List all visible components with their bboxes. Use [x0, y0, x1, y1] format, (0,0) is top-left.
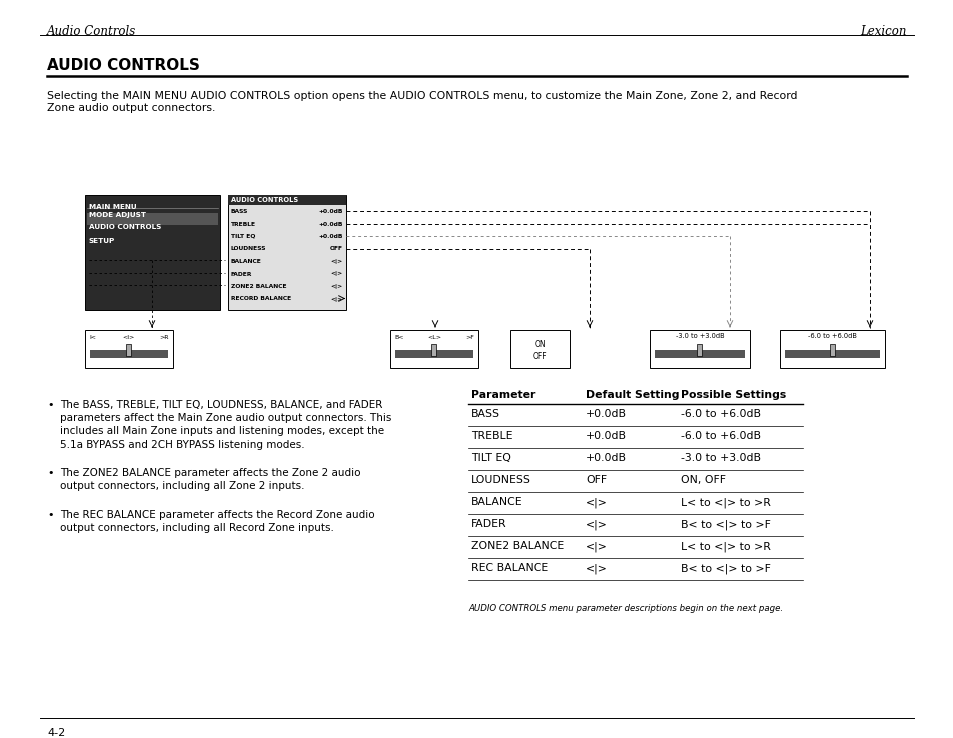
Text: LOUDNESS: LOUDNESS	[231, 246, 266, 252]
Text: ZONE2 BALANCE: ZONE2 BALANCE	[231, 284, 286, 289]
Bar	[431, 344, 436, 356]
Text: L< to <|> to >R: L< to <|> to >R	[680, 497, 770, 508]
Bar	[390, 330, 477, 368]
Text: +0.0dB: +0.0dB	[318, 209, 343, 214]
Text: BALANCE: BALANCE	[231, 259, 262, 264]
Text: <|>: <|>	[585, 541, 607, 551]
Text: AUDIO CONTROLS: AUDIO CONTROLS	[89, 224, 161, 230]
Bar	[85, 195, 220, 310]
Text: B<: B<	[394, 335, 403, 340]
Text: Selecting the MAIN MENU AUDIO CONTROLS option opens the AUDIO CONTROLS menu, to : Selecting the MAIN MENU AUDIO CONTROLS o…	[47, 91, 797, 113]
Text: The ZONE2 BALANCE parameter affects the Zone 2 audio
output connectors, includin: The ZONE2 BALANCE parameter affects the …	[60, 468, 360, 492]
Bar	[395, 350, 473, 358]
Text: BASS: BASS	[471, 409, 499, 419]
Text: -3.0 to +3.0dB: -3.0 to +3.0dB	[680, 453, 760, 463]
Text: B< to <|> to >F: B< to <|> to >F	[680, 519, 770, 529]
Text: <|>: <|>	[331, 297, 343, 302]
Bar	[228, 195, 346, 310]
Text: <l>: <l>	[123, 335, 135, 340]
Text: -6.0 to +6.0dB: -6.0 to +6.0dB	[680, 409, 760, 419]
Text: OFF: OFF	[585, 475, 606, 485]
Text: TREBLE: TREBLE	[231, 221, 255, 227]
Text: •: •	[47, 400, 53, 410]
Text: -6.0 to +6.0dB: -6.0 to +6.0dB	[807, 333, 856, 339]
Bar	[228, 195, 346, 205]
Text: MODE ADJUST: MODE ADJUST	[89, 212, 146, 218]
Text: BASS: BASS	[231, 209, 248, 214]
Text: B< to <|> to >F: B< to <|> to >F	[680, 563, 770, 573]
Bar	[655, 350, 744, 358]
Text: MAIN MENU: MAIN MENU	[89, 204, 136, 210]
Text: OFF: OFF	[330, 246, 343, 252]
Text: AUDIO CONTROLS menu parameter descriptions begin on the next page.: AUDIO CONTROLS menu parameter descriptio…	[468, 604, 782, 613]
Text: >F: >F	[465, 335, 474, 340]
Text: FADER: FADER	[231, 272, 253, 277]
Bar	[510, 330, 569, 368]
Text: Parameter: Parameter	[471, 390, 535, 400]
Bar	[85, 330, 172, 368]
Text: The REC BALANCE parameter affects the Record Zone audio
output connectors, inclu: The REC BALANCE parameter affects the Re…	[60, 510, 375, 533]
Text: ZONE2 BALANCE: ZONE2 BALANCE	[471, 541, 563, 551]
Text: ON, OFF: ON, OFF	[680, 475, 725, 485]
Text: TILT EQ: TILT EQ	[471, 453, 511, 463]
Text: +0.0dB: +0.0dB	[585, 453, 626, 463]
Text: REC BALANCE: REC BALANCE	[471, 563, 548, 573]
Text: The BASS, TREBLE, TILT EQ, LOUDNESS, BALANCE, and FADER
parameters affect the Ma: The BASS, TREBLE, TILT EQ, LOUDNESS, BAL…	[60, 400, 391, 449]
Bar	[829, 344, 834, 356]
Text: l<: l<	[89, 335, 96, 340]
Text: •: •	[47, 510, 53, 520]
Text: +0.0dB: +0.0dB	[585, 409, 626, 419]
Text: Default Setting: Default Setting	[585, 390, 679, 400]
Text: Possible Settings: Possible Settings	[680, 390, 785, 400]
Text: <|>: <|>	[585, 519, 607, 529]
Text: +0.0dB: +0.0dB	[318, 221, 343, 227]
Text: >R: >R	[159, 335, 169, 340]
Bar	[697, 344, 701, 356]
Text: TREBLE: TREBLE	[471, 431, 512, 441]
Text: OFF: OFF	[532, 352, 547, 361]
Text: SETUP: SETUP	[89, 238, 115, 244]
Bar	[90, 350, 168, 358]
Bar	[127, 344, 132, 356]
Text: -3.0 to +3.0dB: -3.0 to +3.0dB	[675, 333, 723, 339]
Text: RECORD BALANCE: RECORD BALANCE	[231, 297, 291, 302]
Text: <|>: <|>	[331, 259, 343, 264]
Bar	[649, 330, 749, 368]
Text: FADER: FADER	[471, 519, 506, 529]
Text: L< to <|> to >R: L< to <|> to >R	[680, 541, 770, 551]
Text: +0.0dB: +0.0dB	[318, 234, 343, 239]
Bar	[87, 213, 218, 225]
Text: BALANCE: BALANCE	[471, 497, 522, 507]
Text: Audio Controls: Audio Controls	[47, 25, 136, 38]
Text: <|>: <|>	[331, 272, 343, 277]
Bar	[780, 330, 884, 368]
Text: +0.0dB: +0.0dB	[585, 431, 626, 441]
Text: ON: ON	[534, 340, 545, 349]
Text: LOUDNESS: LOUDNESS	[471, 475, 530, 485]
Text: <|>: <|>	[585, 563, 607, 573]
Text: <|>: <|>	[331, 284, 343, 289]
Bar	[784, 350, 879, 358]
Text: -6.0 to +6.0dB: -6.0 to +6.0dB	[680, 431, 760, 441]
Text: •: •	[47, 468, 53, 478]
Text: AUDIO CONTROLS: AUDIO CONTROLS	[231, 197, 297, 203]
Text: 4-2: 4-2	[47, 728, 65, 738]
Text: <|>: <|>	[585, 497, 607, 508]
Text: <L>: <L>	[427, 335, 440, 340]
Text: AUDIO CONTROLS: AUDIO CONTROLS	[47, 58, 200, 73]
Text: Lexicon: Lexicon	[860, 25, 906, 38]
Text: TILT EQ: TILT EQ	[231, 234, 255, 239]
